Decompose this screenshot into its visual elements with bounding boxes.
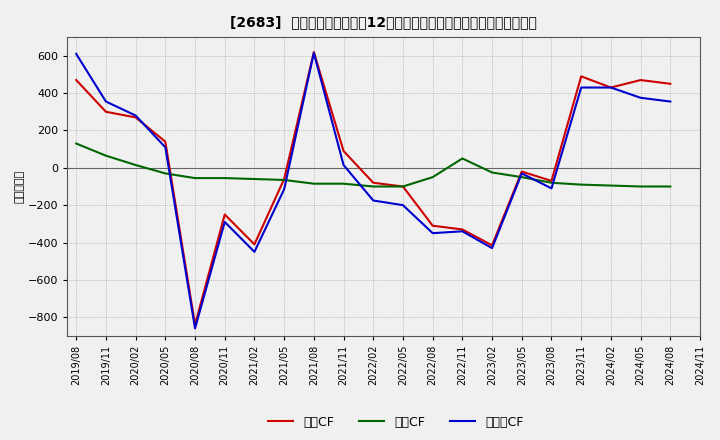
Title: [2683]  キャッシュフローの12か月移動合計の対前年同期増減額の推移: [2683] キャッシュフローの12か月移動合計の対前年同期増減額の推移 [230, 15, 537, 29]
Y-axis label: （百万円）: （百万円） [15, 170, 25, 203]
Legend: 営業CF, 投資CF, フリーCF: 営業CF, 投資CF, フリーCF [264, 411, 528, 434]
